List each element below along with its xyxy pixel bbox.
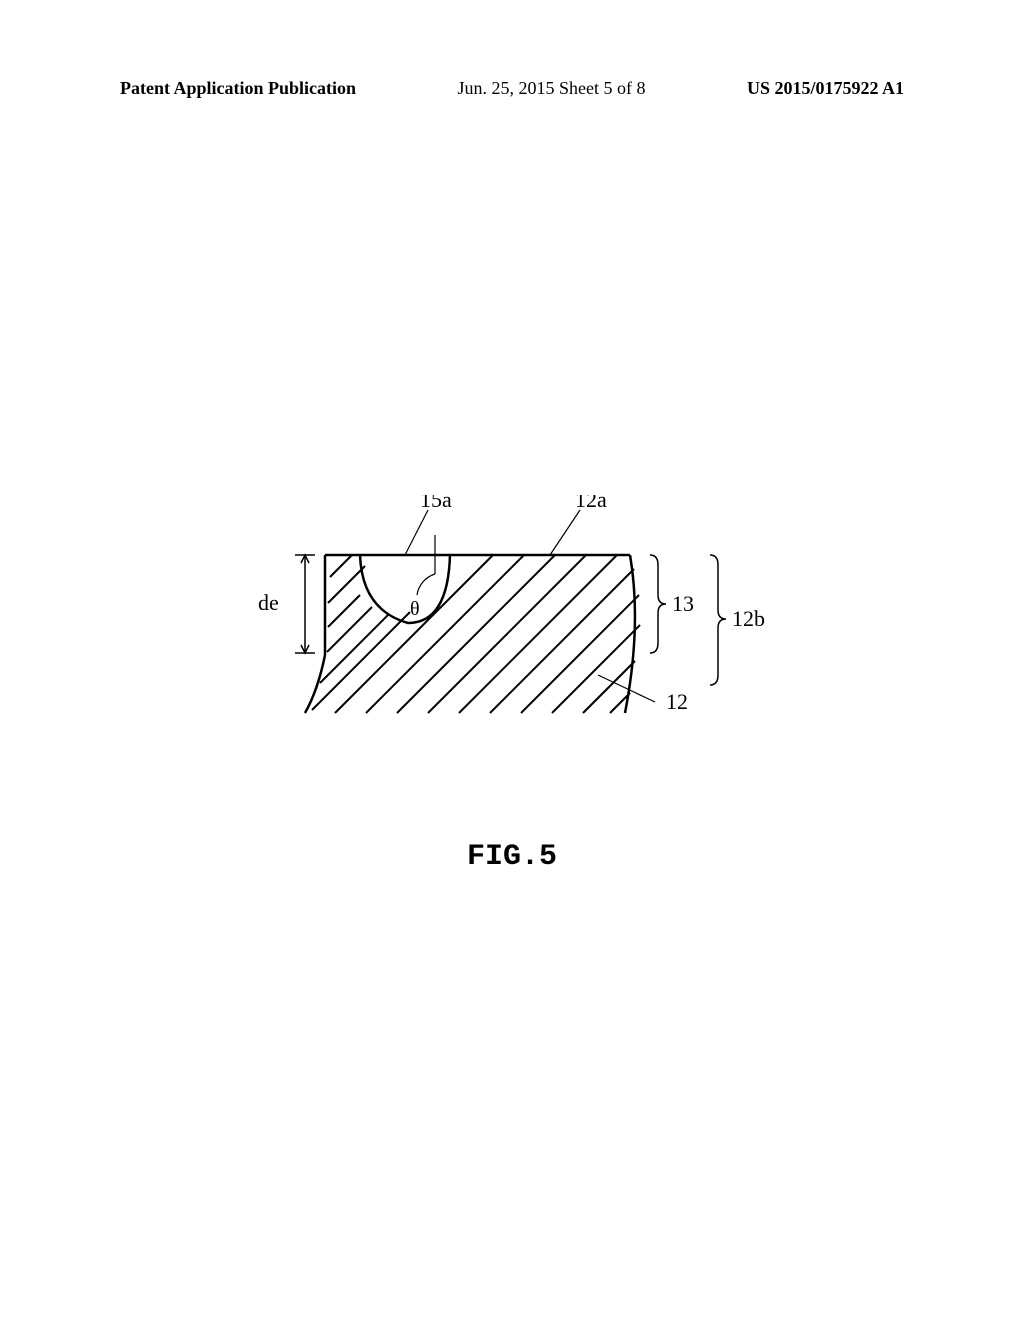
svg-text:θ: θ [410,598,420,620]
svg-text:12: 12 [666,689,688,714]
svg-text:de: de [258,590,279,615]
svg-text:13: 13 [672,591,694,616]
page-header: Patent Application Publication Jun. 25, … [0,78,1024,99]
header-patent-number: US 2015/0175922 A1 [747,78,904,99]
svg-text:15a: 15a [420,495,452,512]
header-date-sheet: Jun. 25, 2015 Sheet 5 of 8 [458,78,646,99]
svg-text:12b: 12b [732,606,765,631]
header-publication: Patent Application Publication [120,78,356,99]
figure-caption: FIG.5 [0,840,1024,874]
svg-text:12a: 12a [575,495,607,512]
figure-5: de 15a 12a 13 12b 12 θ [210,495,770,775]
